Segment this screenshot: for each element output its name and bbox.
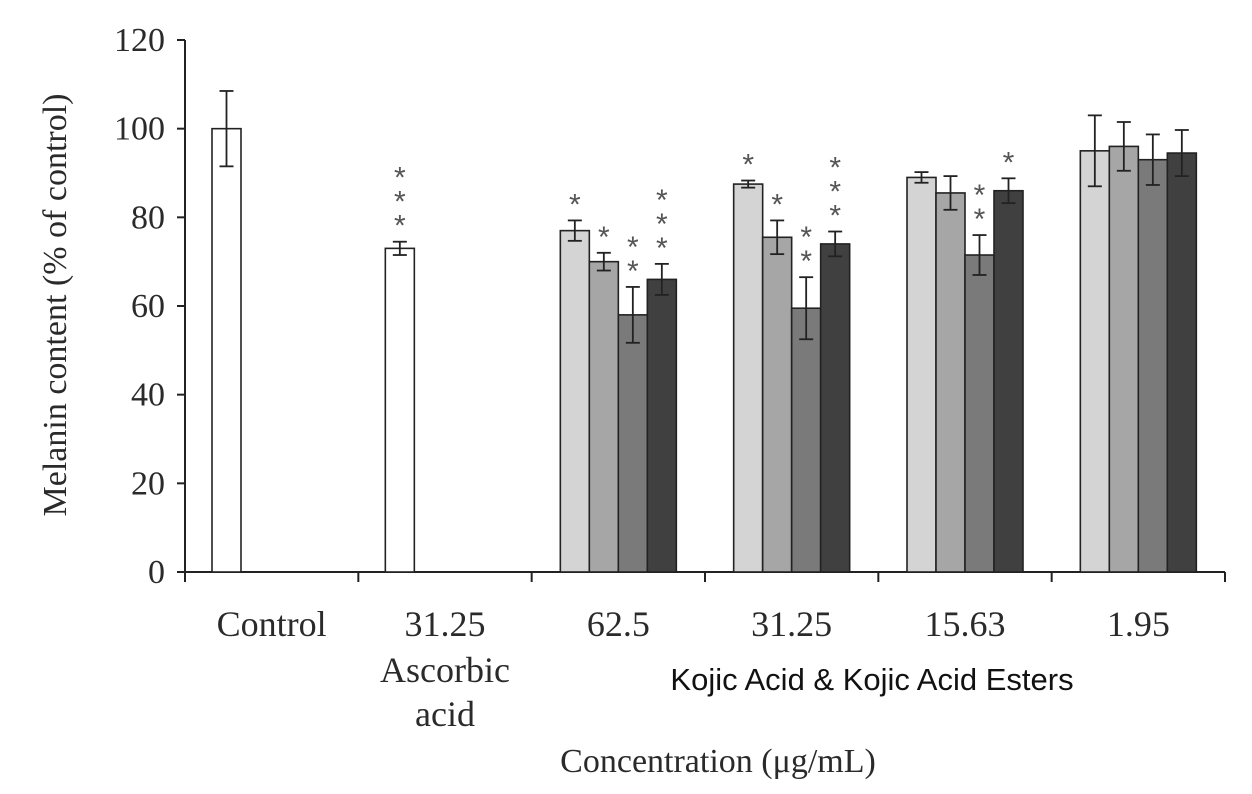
significance-star: *: [627, 231, 639, 264]
x-axis-label: Concentration (μg/mL): [560, 743, 876, 780]
x-category-label: 31.25: [405, 604, 486, 644]
y-tick-label: 60: [131, 288, 165, 325]
significance-star: *: [394, 210, 406, 243]
x-category-label: 1.95: [1107, 604, 1170, 644]
y-tick-label: 100: [114, 111, 165, 148]
y-tick-label: 80: [131, 199, 165, 236]
significance-star: *: [974, 203, 986, 236]
x-category-label: 31.25: [751, 604, 832, 644]
y-tick-label: 40: [131, 377, 165, 414]
bar: [906, 176, 937, 573]
bar: [732, 183, 764, 573]
plot-area: 020406080100120Control***31.25Ascorbicac…: [114, 22, 1226, 734]
significance-star: *: [394, 186, 406, 219]
significance-star: *: [1003, 146, 1015, 179]
significance-star: *: [771, 188, 783, 221]
bar: [761, 236, 793, 573]
bar: [790, 307, 822, 573]
significance-star: *: [569, 188, 581, 221]
x-category-sublabel: Ascorbic: [380, 650, 510, 690]
significance-star: *: [800, 221, 812, 254]
kojic-group-label: Kojic Acid & Kojic Acid Esters: [670, 662, 1073, 697]
significance-star: *: [656, 208, 668, 241]
x-category-label: 62.5: [587, 604, 650, 644]
bar: [1108, 145, 1140, 573]
bar: [588, 260, 620, 573]
significance-star: *: [742, 149, 754, 182]
bar: [819, 243, 851, 573]
bar: [211, 127, 242, 573]
significance-star: *: [598, 221, 610, 254]
bar: [559, 229, 591, 573]
bar: [617, 314, 649, 573]
bar: [646, 278, 678, 573]
significance-star: *: [829, 152, 841, 185]
significance-star: *: [656, 184, 668, 217]
y-tick-label: 0: [148, 554, 165, 591]
bar: [384, 247, 416, 573]
y-axis-label: Melanin content (% of control): [37, 94, 74, 517]
significance-star: *: [829, 200, 841, 233]
significance-star: *: [829, 176, 841, 209]
significance-star: *: [394, 162, 406, 195]
significance-star: *: [656, 232, 668, 265]
bar: [1137, 158, 1169, 573]
y-tick-label: 120: [114, 22, 165, 59]
significance-star: *: [974, 179, 986, 212]
bar: [935, 192, 966, 573]
x-category-sublabel: acid: [415, 694, 475, 734]
significance-star: *: [627, 255, 639, 288]
bar: [964, 254, 995, 573]
significance-star: *: [800, 245, 812, 278]
bar: [993, 189, 1024, 573]
x-category-label: 15.63: [925, 604, 1006, 644]
y-tick-label: 20: [131, 465, 165, 502]
bar: [1079, 150, 1111, 573]
bar: [1166, 152, 1198, 573]
x-category-label: Control: [217, 604, 327, 644]
